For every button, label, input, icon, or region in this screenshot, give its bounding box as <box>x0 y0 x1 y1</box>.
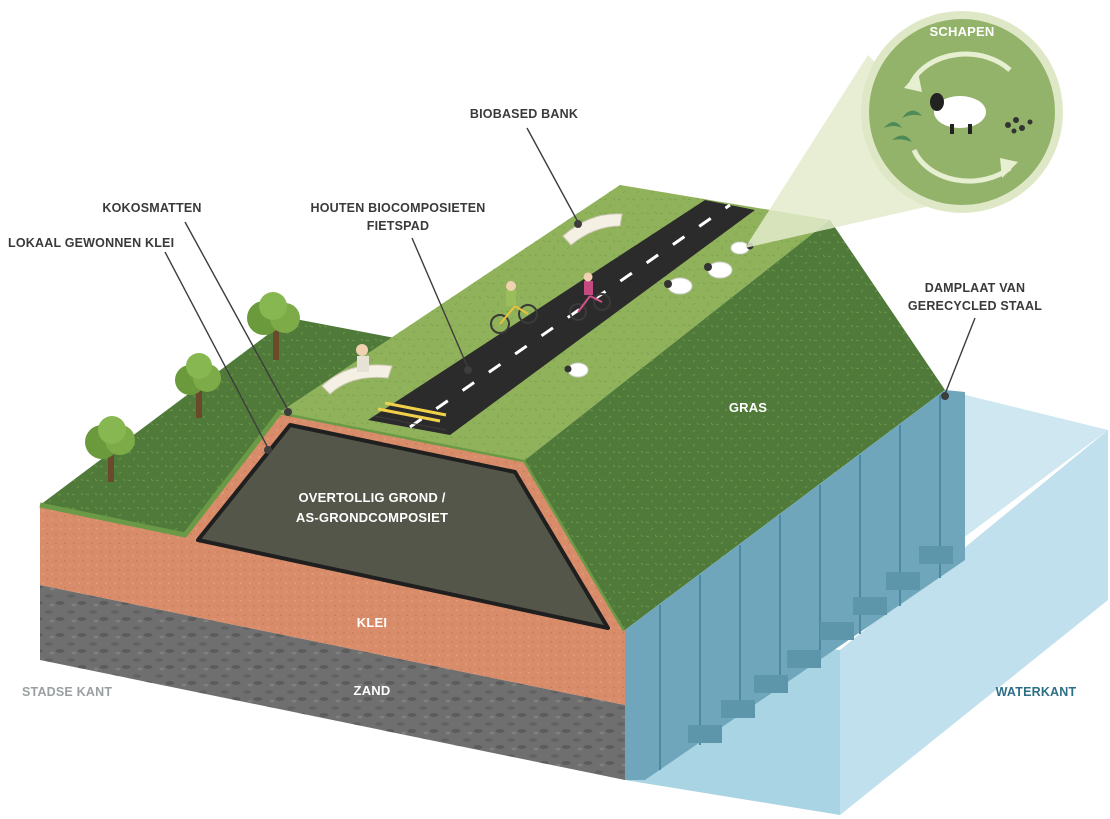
tree-icon <box>175 353 221 418</box>
bike-path <box>368 200 755 435</box>
leader-damplaat <box>944 317 976 395</box>
leader-kokosmatten <box>184 221 289 411</box>
sheep-droppings <box>1005 117 1033 134</box>
label-kokosmatten: KOKOSMATTEN <box>102 201 201 215</box>
sheet-pile-wall <box>625 390 965 780</box>
tree-icon <box>247 292 300 360</box>
label-overtollig-line1: OVERTOLLIG GROND / <box>298 490 445 505</box>
sheep-icon <box>930 93 986 134</box>
label-damplaat-line2: GERECYCLED STAAL <box>908 299 1042 313</box>
label-schapen: SCHAPEN <box>930 24 995 39</box>
cycle-arrow-icon <box>909 51 1012 184</box>
cyclist-icon <box>490 281 538 334</box>
label-fietspad-line1: HOUTEN BIOCOMPOSIETEN <box>310 201 485 215</box>
leader-fietspad <box>411 237 469 369</box>
bench-icon <box>321 344 393 395</box>
label-biobased-bank: BIOBASED BANK <box>470 107 578 121</box>
label-lokaal-klei: LOKAAL GEWONNEN KLEI <box>8 236 174 250</box>
label-gras: GRAS <box>729 400 767 415</box>
leader-lokaal-klei <box>164 251 269 449</box>
label-damplaat-line1: DAMPLAAT VAN <box>925 281 1026 295</box>
cyclist-icon <box>569 272 611 321</box>
sheep-icon <box>564 362 589 378</box>
tree-icon <box>85 416 135 482</box>
water-side <box>840 430 1108 815</box>
label-waterkant: WATERKANT <box>996 685 1077 699</box>
leader-biobased-bank <box>526 127 579 223</box>
label-zand: ZAND <box>354 683 391 698</box>
plant-icon <box>884 110 922 142</box>
label-overtollig-line2: AS-GRONDCOMPOSIET <box>296 510 448 525</box>
label-stadse-kant: STADSE KANT <box>22 685 112 699</box>
label-klei: KLEI <box>357 615 387 630</box>
core-layer <box>196 423 610 630</box>
label-fietspad-line2: FIETSPAD <box>367 219 429 233</box>
sheep-icon <box>664 277 693 295</box>
sheep-icon <box>704 261 733 279</box>
